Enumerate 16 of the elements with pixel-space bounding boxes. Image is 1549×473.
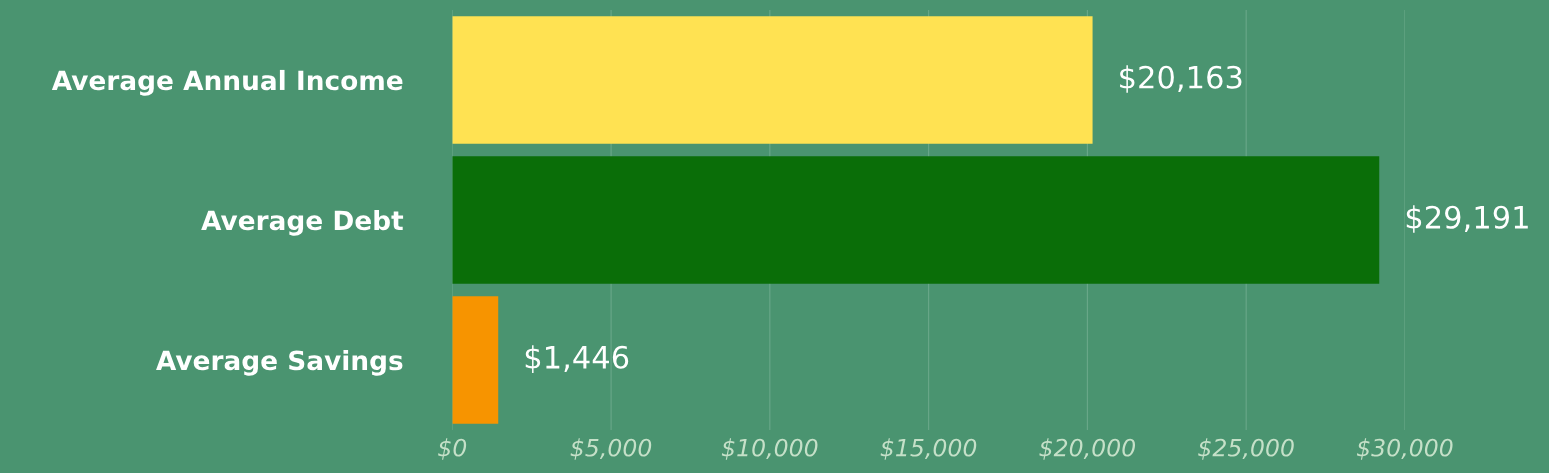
x-tick-label: $15,000	[880, 438, 977, 460]
bar	[452, 16, 1093, 144]
data-label: $1,446	[525, 345, 629, 373]
x-tick-label: $30,000	[1356, 438, 1453, 460]
y-tick-label: Average Debt	[201, 209, 404, 236]
x-tick-label: $0	[438, 438, 467, 460]
x-tick-label: $25,000	[1198, 438, 1294, 460]
data-label: $20,163	[1120, 65, 1242, 93]
y-tick-label: Average Annual Income	[51, 69, 403, 96]
y-tick-label: Average Savings	[156, 349, 403, 376]
bar	[452, 156, 1380, 284]
data-label: $29,191	[1406, 205, 1528, 233]
x-tick-label: $10,000	[721, 438, 818, 460]
bar	[452, 296, 499, 424]
x-tick-label: $5,000	[570, 438, 652, 460]
x-tick-label: $20,000	[1039, 438, 1136, 460]
